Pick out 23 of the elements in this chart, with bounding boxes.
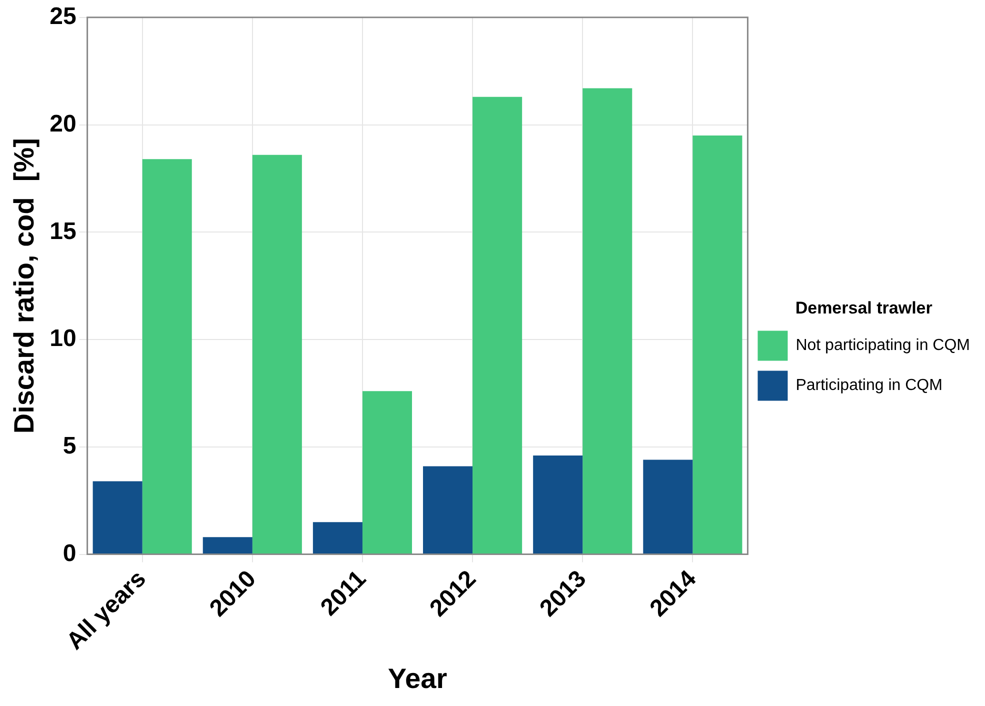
y-tick-label: 5 <box>62 432 76 460</box>
bar <box>423 466 473 554</box>
legend-label: Participating in CQM <box>796 377 942 394</box>
bar <box>252 154 302 554</box>
y-axis-title: Discard ratio, cod [%] <box>8 138 40 434</box>
bar <box>472 96 522 554</box>
y-tick-label: 15 <box>50 218 76 245</box>
x-axis-title: Year <box>388 662 448 694</box>
y-tick-label: 25 <box>50 3 76 30</box>
y-tick-label: 0 <box>62 540 76 567</box>
bar <box>142 159 192 554</box>
legend-label: Not participating in CQM <box>796 337 970 354</box>
bar <box>92 481 142 554</box>
bar <box>362 391 412 554</box>
bar <box>692 136 742 554</box>
y-tick-label: 20 <box>50 110 76 138</box>
bar <box>643 460 693 554</box>
y-tick-label: 10 <box>50 325 76 352</box>
bar <box>582 88 632 554</box>
bar <box>312 522 362 554</box>
bar <box>533 455 583 554</box>
bar <box>202 537 252 554</box>
legend-title: Demersal trawler <box>795 298 933 318</box>
